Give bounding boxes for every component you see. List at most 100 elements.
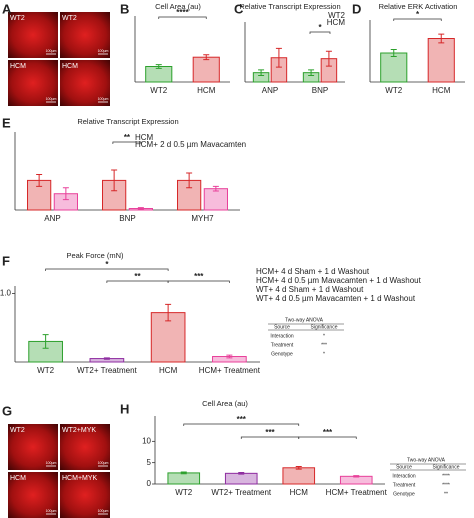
error-bar (308, 69, 315, 76)
bar (203, 188, 228, 211)
legend-entry: HCM+ 2 d 0.5 µm Mavacamten (135, 140, 246, 149)
legend-entry: HCM+ 4 d 0.5 µm Mavacamten + 1 d Washout (256, 276, 422, 285)
x-tick-label: WT2 (37, 366, 54, 375)
significance-bracket (112, 141, 142, 144)
tile-label: HCM+MYK (62, 475, 98, 482)
chart-title: Relative Transcript Expression (77, 117, 178, 126)
table-header: Source (274, 324, 290, 330)
y-tick-label: 10 (142, 436, 151, 445)
significance-bracket (309, 31, 331, 34)
table-cell: Interaction (392, 473, 416, 479)
micrograph (60, 60, 110, 106)
significance-label: **** (176, 8, 189, 17)
micrograph (8, 472, 58, 518)
error-bar (180, 471, 187, 475)
significance-label: ** (134, 272, 141, 281)
significance-bracket (240, 436, 300, 439)
tile-label: WT2 (62, 15, 77, 22)
legend-entry: HCM (327, 18, 346, 27)
significance-bracket (158, 16, 207, 19)
legend-entry: HCM+ 4 d Sham + 1 d Washout (256, 267, 370, 276)
error-bar (275, 47, 282, 68)
panel-label: E (2, 115, 11, 130)
error-bar (62, 187, 69, 201)
error-bar (155, 64, 162, 69)
tile-label: WT2+MYK (62, 427, 96, 434)
panel-label: F (2, 253, 10, 268)
chart-title: Relative ERK Activation (379, 2, 458, 11)
error-bar (42, 334, 49, 349)
panel-label: G (2, 403, 12, 418)
error-bar (111, 169, 118, 192)
x-tick-label: HCM (159, 366, 178, 375)
legend-entry: WT2 (328, 11, 345, 20)
micrograph (60, 424, 110, 470)
chart-title: Peak Force (mN) (66, 251, 124, 260)
x-tick-label: HCM (197, 86, 216, 95)
error-bar (325, 50, 332, 67)
significance-bracket (298, 436, 357, 439)
table-cell: Genotype (393, 491, 415, 497)
legend-entry: WT+ 4 d 0.5 µm Mavacamten + 1 d Washout (256, 294, 416, 303)
bar (167, 472, 201, 485)
error-bar (295, 466, 302, 470)
table-cell: Treatment (271, 342, 294, 348)
x-tick-label: MYH7 (191, 214, 214, 223)
significance-label: * (318, 23, 322, 32)
tile-label: WT2 (10, 427, 25, 434)
scale-bar-label: 100µm (98, 49, 109, 53)
scale-bar-label: 100µm (46, 509, 57, 513)
table-header: Source (396, 464, 412, 470)
scale-bar-label: 100µm (46, 97, 57, 101)
error-bar (36, 173, 43, 187)
tile-label: HCM (10, 63, 26, 70)
bar (282, 467, 316, 485)
error-bar (258, 69, 265, 76)
error-bar (186, 172, 193, 189)
x-tick-label: ANP (44, 214, 60, 223)
table-title: Two-way ANOVA (285, 317, 324, 323)
error-bar (226, 354, 233, 359)
table-cell: * (323, 333, 325, 339)
tile-label: WT2 (10, 15, 25, 22)
micrograph (8, 60, 58, 106)
table-header: Significance (433, 464, 460, 470)
x-tick-label: BNP (119, 214, 135, 223)
bar (427, 38, 455, 83)
micrograph (60, 472, 110, 518)
x-tick-label: HCM (432, 86, 451, 95)
table-cell: Treatment (393, 482, 416, 488)
micrograph (60, 12, 110, 58)
panel-label: D (352, 1, 361, 16)
error-bar (438, 33, 445, 44)
table-cell: **** (442, 473, 450, 479)
significance-bracket (183, 423, 300, 426)
table-header: Significance (311, 324, 338, 330)
panel-label: B (120, 1, 129, 16)
error-bar (203, 54, 210, 61)
panel-label: H (120, 401, 129, 416)
significance-label: *** (323, 428, 333, 437)
scale-bar-label: 100µm (46, 461, 57, 465)
table-cell: * (323, 351, 325, 357)
scale-bar-label: 100µm (98, 97, 109, 101)
significance-label: *** (237, 415, 247, 424)
micrograph (8, 12, 58, 58)
y-tick-label: 5 (147, 458, 152, 467)
bar (224, 472, 258, 485)
scale-bar-label: 100µm (98, 509, 109, 513)
significance-label: * (416, 10, 420, 19)
error-bar (103, 357, 110, 360)
legend-entry: HCM (135, 133, 154, 142)
significance-bracket (167, 280, 230, 283)
chart-title: Relative Transcript Expression (239, 2, 340, 11)
significance-label: * (105, 260, 109, 269)
significance-label: *** (265, 428, 275, 437)
error-bar (165, 303, 172, 322)
x-tick-label: HCM+ Treatment (199, 366, 261, 375)
y-tick-label: 0 (147, 479, 152, 488)
chart-title: Cell Area (au) (155, 2, 201, 11)
significance-bracket (393, 18, 442, 21)
bar (380, 52, 408, 83)
